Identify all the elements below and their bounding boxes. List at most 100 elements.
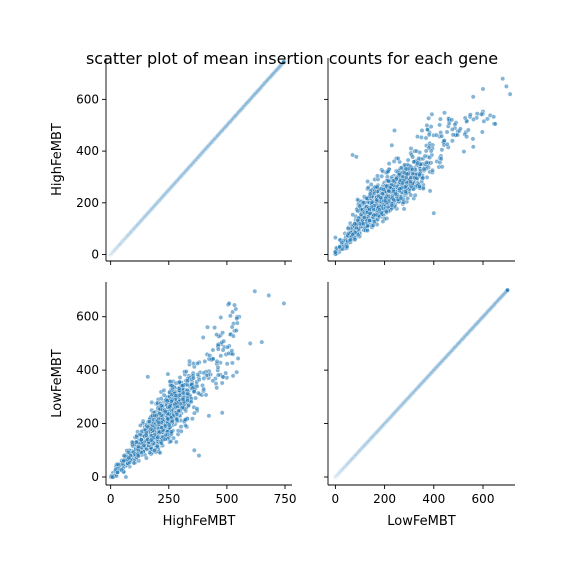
data-point: [219, 410, 225, 416]
data-point: [220, 330, 226, 336]
data-point: [379, 173, 385, 179]
y-tick-label: 400: [76, 363, 99, 377]
data-point: [429, 111, 435, 117]
data-point: [190, 361, 196, 366]
data-point: [371, 219, 377, 225]
data-point: [152, 413, 158, 418]
data-point: [441, 138, 447, 144]
data-point: [168, 429, 174, 435]
data-point: [365, 223, 370, 229]
data-point: [215, 364, 221, 370]
data-point: [189, 416, 195, 422]
data-point: [191, 410, 197, 416]
data-point: [379, 191, 385, 197]
data-point: [148, 426, 154, 432]
data-point: [141, 442, 147, 448]
x-tick-label: 0: [332, 492, 340, 506]
data-point: [345, 226, 351, 232]
data-point: [362, 215, 367, 221]
y-tick-label: 200: [76, 196, 99, 210]
data-point: [143, 455, 149, 461]
data-point: [404, 171, 410, 177]
data-point: [201, 375, 207, 381]
data-point: [449, 127, 455, 132]
data-point: [402, 184, 408, 190]
panel-lowfembt-vs-highfembt: 0 200 400 600 0 250 500 750 LowFeMBT HighFeMBT: [50, 282, 296, 529]
data-point: [167, 379, 173, 384]
data-point: [230, 333, 236, 339]
data-point: [350, 231, 356, 237]
data-point: [110, 474, 116, 480]
data-point: [281, 59, 287, 65]
data-point: [200, 335, 206, 340]
data-point: [178, 428, 184, 434]
data-point: [419, 128, 425, 133]
data-point: [215, 346, 221, 352]
data-point: [368, 182, 374, 187]
x-tick-label: 750: [274, 492, 297, 506]
data-point: [392, 128, 397, 133]
data-point: [455, 132, 460, 138]
data-point: [210, 347, 216, 353]
data-point: [266, 292, 272, 298]
data-point: [369, 199, 375, 205]
data-point: [462, 115, 468, 121]
data-point: [176, 408, 182, 414]
data-point: [461, 149, 467, 155]
data-point: [218, 315, 224, 320]
data-point: [367, 218, 372, 224]
data-point: [337, 244, 343, 250]
y-tick-label: 0: [91, 470, 99, 484]
data-point: [230, 373, 236, 379]
data-point: [218, 353, 224, 359]
data-point: [193, 395, 199, 401]
data-point: [420, 175, 426, 181]
data-point: [126, 455, 132, 461]
data-point: [180, 397, 186, 402]
data-point: [220, 347, 226, 353]
data-point: [259, 339, 265, 345]
data-point: [212, 325, 218, 330]
scatter-points: [108, 288, 287, 480]
data-point: [214, 332, 220, 337]
data-point: [143, 432, 149, 438]
data-point: [405, 157, 411, 163]
data-point: [147, 419, 153, 425]
data-point: [385, 168, 391, 174]
data-point: [186, 402, 192, 408]
data-point: [383, 208, 389, 214]
data-point: [220, 374, 226, 380]
data-point: [161, 392, 167, 398]
data-point: [158, 403, 164, 409]
data-point: [135, 453, 141, 459]
data-point: [115, 469, 120, 475]
data-point: [507, 91, 513, 97]
data-point: [433, 132, 439, 138]
data-point: [395, 156, 401, 161]
data-point: [414, 148, 419, 154]
scatter-points: [332, 76, 513, 257]
data-point: [409, 166, 415, 172]
data-point: [183, 369, 189, 374]
data-point: [438, 156, 444, 162]
scatter-points: [332, 287, 510, 480]
data-point: [452, 122, 458, 127]
data-point: [121, 458, 127, 463]
scatter-points: [108, 59, 287, 257]
data-point: [401, 206, 407, 212]
data-point: [227, 313, 233, 319]
data-point: [365, 228, 370, 234]
data-point: [378, 195, 384, 201]
data-point: [457, 126, 463, 132]
data-point: [423, 148, 429, 154]
data-point: [386, 178, 392, 184]
data-point: [165, 416, 171, 422]
data-point: [426, 115, 431, 121]
data-point: [213, 381, 219, 386]
data-point: [206, 413, 212, 419]
data-point: [427, 188, 433, 194]
x-tick-label: 200: [373, 492, 396, 506]
data-point: [226, 300, 232, 306]
data-point: [214, 385, 220, 391]
